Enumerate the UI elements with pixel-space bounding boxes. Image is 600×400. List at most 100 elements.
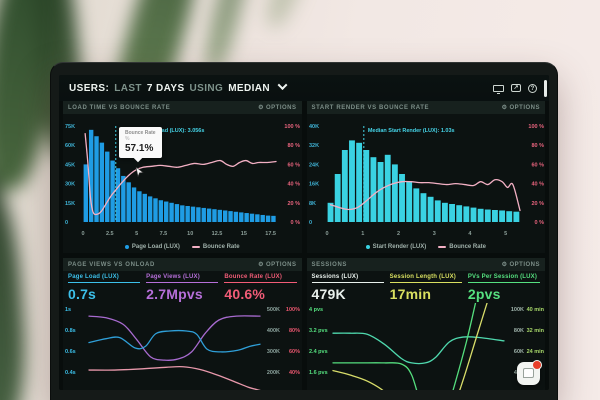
- dashboard-header: USERS: LAST 7 DAYS USING MEDIAN ↗ ?: [59, 75, 549, 101]
- options-button[interactable]: ⚙ OPTIONS: [258, 261, 297, 269]
- panel-title: LOAD TIME VS BOUNCE RATE: [68, 104, 171, 111]
- tooltip-unit: %: [125, 136, 130, 142]
- panel-start-render-header: START RENDER VS BOUNCE RATE ⚙ OPTIONS: [306, 101, 545, 114]
- metric-label: Page Views (LUX): [146, 274, 219, 283]
- legend-item[interactable]: Bounce Rate: [438, 244, 486, 250]
- svg-text:10: 10: [187, 231, 193, 237]
- panel-start-render: START RENDER VS BOUNCE RATE ⚙ OPTIONS 40…: [306, 101, 546, 253]
- svg-text:24K: 24K: [309, 162, 319, 168]
- monitor-icon[interactable]: [493, 84, 504, 94]
- svg-text:17.5: 17.5: [265, 231, 276, 237]
- panel-page-views: PAGE VIEWS VS ONLOAD ⚙ OPTIONS Page Load…: [63, 258, 302, 390]
- svg-text:20 %: 20 %: [531, 201, 544, 207]
- panel-title: SESSIONS: [311, 261, 347, 268]
- dashboard-screen: USERS: LAST 7 DAYS USING MEDIAN ↗ ? LOAD…: [59, 75, 549, 390]
- metric-value: 479K: [311, 286, 346, 302]
- metric-label: Bounce Rate (LUX): [224, 274, 297, 283]
- metric-session-length: Session Length (LUX) 17min: [389, 274, 462, 302]
- start-render-chart[interactable]: 40K 32K 24K 16K 8K 0 100 % 80 % 60 % 40 % 20 % 0 % 0…: [307, 114, 546, 240]
- panel-sessions-header: SESSIONS ⚙ OPTIONS: [306, 258, 545, 271]
- metric-label: Session Length (LUX): [389, 274, 462, 283]
- metric-value: 40.6%: [224, 286, 266, 302]
- svg-text:3: 3: [432, 231, 435, 237]
- svg-text:4: 4: [468, 231, 472, 237]
- svg-text:60%: 60%: [289, 349, 300, 355]
- page-views-chart[interactable]: 1s 0.8s 0.6s 0.4s 500K 100% 400K 80% 300K 60% 200K…: [63, 303, 302, 390]
- svg-text:0 %: 0 %: [534, 220, 544, 226]
- gear-icon: ⚙: [501, 105, 508, 111]
- share-icon[interactable]: ↗: [511, 84, 521, 92]
- svg-text:100 %: 100 %: [528, 124, 544, 130]
- legend-line-swatch: [191, 245, 200, 248]
- svg-text:32 min: 32 min: [526, 328, 544, 334]
- header-range-value[interactable]: 7 DAYS: [146, 82, 185, 94]
- svg-text:80 %: 80 %: [531, 143, 544, 149]
- svg-text:3.2 pvs: 3.2 pvs: [309, 328, 328, 334]
- legend-item[interactable]: Page Load (LUX): [124, 244, 180, 250]
- header-median-value[interactable]: MEDIAN: [228, 82, 271, 94]
- svg-text:5: 5: [504, 231, 507, 237]
- options-button[interactable]: ⚙ OPTIONS: [258, 104, 297, 112]
- svg-text:0.4s: 0.4s: [65, 370, 76, 376]
- svg-text:5: 5: [135, 231, 138, 237]
- svg-text:100K: 100K: [510, 307, 523, 313]
- metric-label: Sessions (LUX): [311, 274, 384, 283]
- page-views-chart-area: 1s 0.8s 0.6s 0.4s 500K 100% 400K 80% 300K 60% 200K…: [63, 303, 302, 390]
- svg-text:75K: 75K: [65, 124, 75, 130]
- metric-sessions: Sessions (LUX) 479K: [311, 274, 384, 302]
- panel-sessions: SESSIONS ⚙ OPTIONS Sessions (LUX) 479K S…: [306, 258, 546, 390]
- legend-item[interactable]: Start Render (LUX): [365, 244, 426, 250]
- svg-text:4 pvs: 4 pvs: [309, 307, 323, 313]
- load-time-chart-area: 75K 60K 45K 30K 15K 0 100 % 80 % 60 % 40 % 20 % 0 %…: [63, 114, 302, 240]
- svg-text:2: 2: [396, 231, 399, 237]
- svg-text:60 %: 60 %: [287, 162, 300, 168]
- mouse-cursor-icon: [135, 164, 144, 182]
- svg-text:2.5: 2.5: [106, 231, 114, 237]
- svg-text:0: 0: [325, 231, 328, 237]
- metric-value: 0.7s: [68, 286, 97, 302]
- tooltip-title: Bounce Rate: [125, 130, 156, 136]
- svg-text:100%: 100%: [286, 307, 300, 313]
- svg-text:60 %: 60 %: [531, 162, 544, 168]
- metric-bounce-rate: Bounce Rate (LUX) 40.6%: [224, 274, 297, 302]
- sessions-chart[interactable]: 4 pvs 3.2 pvs 2.4 pvs 1.6 pvs 100K 40 min 80K 3…: [307, 303, 546, 390]
- sessions-chart-area: 4 pvs 3.2 pvs 2.4 pvs 1.6 pvs 100K 40 min 80K 3…: [307, 303, 546, 390]
- legend-dot: [124, 244, 129, 249]
- svg-text:200K: 200K: [267, 370, 280, 376]
- gear-icon: ⚙: [501, 262, 508, 268]
- metric-pvs-per-session: PVs Per Session (LUX) 2pvs: [467, 274, 541, 302]
- svg-text:16K: 16K: [309, 182, 319, 188]
- legend-line-swatch: [438, 245, 447, 248]
- svg-text:400K: 400K: [267, 328, 280, 334]
- bounce-rate-tooltip: Bounce Rate % 57.1%: [119, 127, 162, 158]
- chat-widget-button[interactable]: [517, 360, 542, 385]
- legend-item[interactable]: Bounce Rate: [191, 244, 240, 250]
- svg-text:0: 0: [65, 220, 68, 226]
- scrollbar[interactable]: [544, 80, 547, 97]
- gear-icon: ⚙: [258, 262, 264, 268]
- svg-text:40 %: 40 %: [531, 182, 544, 188]
- metric-label: PVs Per Session (LUX): [467, 274, 541, 283]
- panel-grid: LOAD TIME VS BOUNCE RATE ⚙ OPTIONS 75K 60…: [63, 101, 545, 390]
- sessions-metrics: Sessions (LUX) 479K Session Length (LUX)…: [307, 271, 546, 303]
- svg-text:60K: 60K: [513, 349, 523, 355]
- svg-text:80K: 80K: [513, 328, 523, 334]
- svg-text:2.4 pvs: 2.4 pvs: [309, 349, 328, 355]
- svg-text:40%: 40%: [289, 370, 300, 376]
- laptop-bezel: USERS: LAST 7 DAYS USING MEDIAN ↗ ? LOAD…: [50, 62, 558, 400]
- help-icon[interactable]: ?: [528, 83, 537, 93]
- svg-text:Median Page Load (LUX): 3.056s: Median Page Load (LUX): 3.056s: [120, 128, 205, 134]
- legend-dot: [365, 244, 370, 249]
- options-button[interactable]: ⚙ OPTIONS: [501, 104, 540, 112]
- svg-text:7.5: 7.5: [160, 231, 168, 237]
- svg-text:1: 1: [361, 231, 364, 237]
- svg-text:0.8s: 0.8s: [65, 328, 76, 334]
- chevron-down-icon[interactable]: [277, 80, 288, 91]
- svg-text:500K: 500K: [267, 307, 280, 313]
- svg-text:0: 0: [309, 220, 312, 226]
- header-toolbar: ↗ ?: [493, 83, 537, 94]
- gear-icon: ⚙: [258, 105, 264, 111]
- svg-text:100 %: 100 %: [284, 124, 300, 130]
- options-button[interactable]: ⚙ OPTIONS: [501, 261, 540, 269]
